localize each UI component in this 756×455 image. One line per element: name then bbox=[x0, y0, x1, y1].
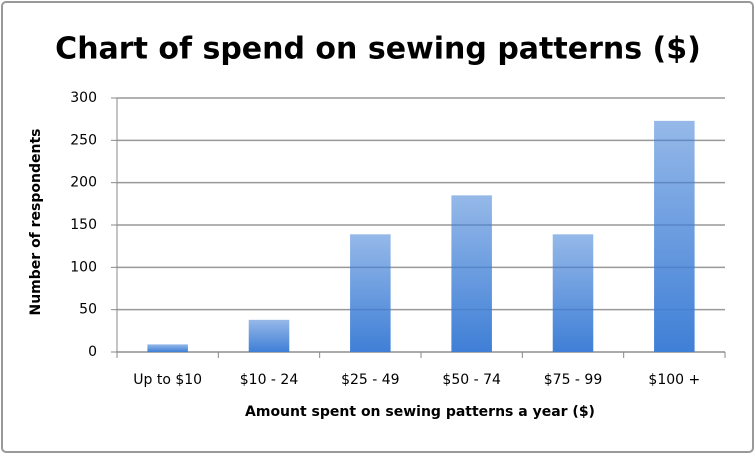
x-tick-label: $100 + bbox=[648, 372, 700, 388]
bar bbox=[654, 120, 695, 352]
y-tick-label: 50 bbox=[79, 302, 97, 318]
y-tick-label: 150 bbox=[70, 217, 97, 233]
bar bbox=[147, 344, 188, 352]
x-tick-label: $10 - 24 bbox=[240, 372, 299, 388]
x-tick-label: Up to $10 bbox=[133, 372, 202, 388]
bar bbox=[451, 195, 492, 352]
bar bbox=[350, 234, 391, 352]
bar bbox=[248, 319, 290, 352]
bar bbox=[552, 234, 594, 352]
y-axis-title: Number of respondents bbox=[28, 129, 44, 316]
y-tick-label: 250 bbox=[70, 132, 97, 148]
x-axis-title: Amount spent on sewing patterns a year (… bbox=[245, 404, 595, 420]
x-tick-label: $25 - 49 bbox=[341, 372, 400, 388]
chart-title: Chart of spend on sewing patterns ($) bbox=[55, 32, 701, 67]
y-tick-label: 100 bbox=[70, 259, 97, 275]
y-tick-label: 300 bbox=[70, 90, 97, 106]
x-tick-label: $75 - 99 bbox=[544, 372, 603, 388]
y-tick-label: 0 bbox=[88, 344, 97, 360]
x-tick-label: $50 - 74 bbox=[442, 372, 501, 388]
y-tick-label: 200 bbox=[70, 175, 97, 191]
